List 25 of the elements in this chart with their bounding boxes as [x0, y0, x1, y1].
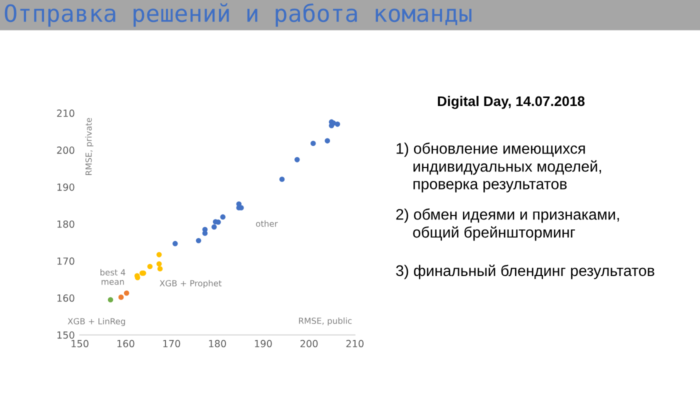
- x-tick-label: 150: [72, 340, 88, 348]
- chart-title: Отправка решений и работа команды: [4, 3, 472, 27]
- series-label: XGB + Prophet: [160, 280, 222, 288]
- y-tick-label: 150: [57, 331, 74, 339]
- y-tick-label: 180: [57, 220, 74, 228]
- text: 1) обновление имеющихся индивидуальных моделей, проверка результатов: [396, 142, 601, 192]
- y-tick-label: 160: [57, 294, 74, 302]
- x-tick-label: 200: [300, 340, 318, 348]
- x-tick-label: 160: [117, 340, 134, 348]
- text: 3) финальный блендинг результатов: [396, 264, 654, 280]
- text: 2) обмен идеями и признаками, общий брейншторминг: [396, 208, 619, 241]
- text: XGB + LinReg: [68, 318, 125, 326]
- series-label: best 4 mean: [100, 269, 126, 285]
- y-axis-title: RMSE, private: [85, 118, 94, 175]
- y-tick-label: 170: [57, 257, 74, 265]
- x-tick-label: 210: [346, 340, 364, 348]
- text: Digital Day, 14.07.2018: [438, 96, 585, 109]
- y-tick-label: 190: [57, 183, 74, 191]
- x-tick-label: 190: [254, 340, 272, 348]
- text: other: [256, 220, 278, 227]
- x-tick-label: 180: [209, 340, 226, 348]
- y-tick-label: 200: [57, 146, 74, 154]
- y-tick-label: 210: [57, 110, 74, 117]
- x-axis-title: RMSE, public: [299, 317, 352, 326]
- x-tick-label: 170: [163, 340, 180, 348]
